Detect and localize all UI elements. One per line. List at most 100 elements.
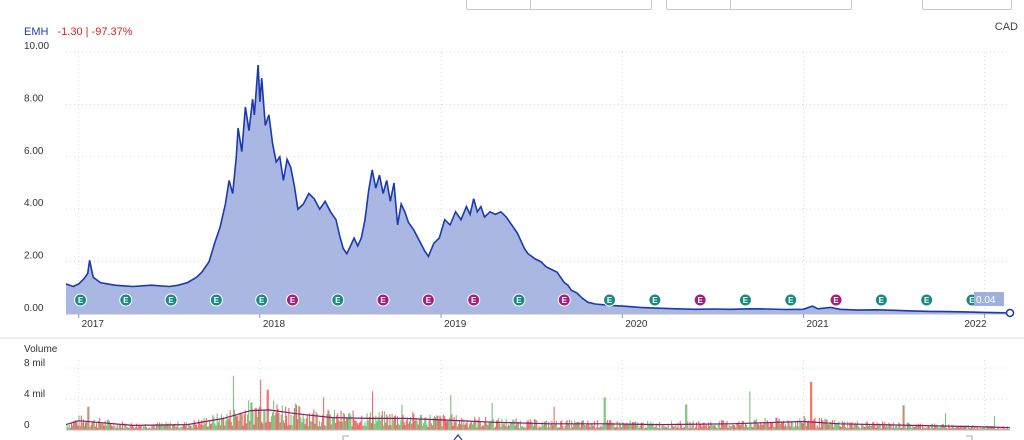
volume-bar [374, 423, 376, 430]
earnings-marker[interactable]: E [73, 293, 87, 307]
volume-bar [228, 418, 230, 430]
volume-bar [731, 424, 733, 430]
volume-bar [847, 421, 849, 430]
interval-select-box[interactable] [922, 0, 1012, 10]
earnings-marker[interactable]: E [557, 293, 571, 307]
earnings-marker-dot[interactable] [73, 293, 87, 307]
volume-bar [790, 421, 792, 430]
earnings-marker-dot[interactable] [209, 293, 223, 307]
volume-bar [305, 418, 307, 430]
volume-bar [99, 418, 101, 430]
earnings-marker[interactable]: E [784, 293, 798, 307]
volume-bar [881, 421, 883, 430]
volume-bar [706, 428, 708, 430]
volume-bar [664, 426, 666, 430]
earnings-marker-dot[interactable] [557, 293, 571, 307]
volume-bar [349, 412, 351, 430]
scroll-handles[interactable] [342, 434, 973, 440]
earnings-marker-dot[interactable] [512, 293, 526, 307]
range-input-box[interactable] [466, 0, 652, 10]
volume-bar [598, 427, 600, 430]
volume-bar [439, 415, 441, 430]
earnings-marker-dot[interactable] [648, 293, 662, 307]
volume-bar [779, 424, 781, 430]
volume-bar [980, 428, 982, 430]
volume-bar [767, 422, 769, 430]
volume-bar [518, 428, 520, 430]
earnings-marker[interactable]: E [693, 293, 707, 307]
earnings-marker-dot[interactable] [467, 293, 481, 307]
earnings-marker[interactable]: E [164, 293, 178, 307]
volume-bar [242, 425, 244, 430]
earnings-marker[interactable]: E [467, 293, 481, 307]
volume-bar [644, 427, 646, 430]
volume-bar [515, 418, 517, 430]
earnings-marker[interactable]: E [376, 293, 390, 307]
volume-bar [316, 413, 318, 430]
volume-bar [897, 427, 899, 430]
earnings-marker[interactable]: E [648, 293, 662, 307]
earnings-marker-dot[interactable] [920, 293, 934, 307]
volume-bar [672, 425, 674, 430]
volume-bar [504, 425, 506, 430]
scroll-right-handle[interactable] [966, 435, 973, 440]
earnings-marker[interactable]: E [285, 293, 299, 307]
volume-bar [251, 402, 253, 430]
earnings-marker-dot[interactable] [874, 293, 888, 307]
earnings-marker[interactable]: E [738, 293, 752, 307]
scroll-center-handle[interactable] [453, 434, 463, 440]
earnings-marker[interactable]: E [512, 293, 526, 307]
earnings-marker-dot[interactable] [784, 293, 798, 307]
volume-bar [324, 425, 326, 430]
earnings-marker-dot[interactable] [376, 293, 390, 307]
earnings-marker[interactable]: E [255, 293, 269, 307]
scroll-left-handle[interactable] [342, 435, 349, 440]
volume-bar [904, 426, 906, 430]
earnings-marker[interactable]: E [119, 293, 133, 307]
volume-bar [758, 424, 760, 430]
volume-bar [738, 421, 740, 430]
range-select-box[interactable] [666, 0, 852, 10]
earnings-marker-dot[interactable] [421, 293, 435, 307]
earnings-marker[interactable]: E [421, 293, 435, 307]
volume-bar [788, 421, 790, 430]
volume-bar [918, 424, 920, 430]
volume-bar [469, 422, 471, 430]
earnings-marker[interactable]: E [829, 293, 843, 307]
volume-bar [319, 426, 321, 430]
earnings-marker-dot[interactable] [255, 293, 269, 307]
volume-bar [155, 424, 157, 430]
volume-bar [74, 422, 76, 430]
volume-bar [635, 421, 637, 430]
volume-bar [815, 427, 817, 430]
earnings-marker-dot[interactable] [693, 293, 707, 307]
earnings-marker[interactable]: E [603, 293, 617, 307]
earnings-marker[interactable]: E [209, 293, 223, 307]
volume-bar [104, 420, 106, 430]
volume-bar [950, 428, 952, 430]
earnings-marker-dot[interactable] [331, 293, 345, 307]
earnings-marker-dot[interactable] [603, 293, 617, 307]
volume-bar [746, 424, 748, 430]
earnings-marker-dot[interactable] [829, 293, 843, 307]
volume-bar [137, 427, 139, 430]
earnings-marker-dot[interactable] [285, 293, 299, 307]
volume-bar [806, 422, 808, 430]
volume-bar [610, 420, 612, 430]
earnings-marker-dot[interactable] [164, 293, 178, 307]
earnings-marker[interactable]: E [920, 293, 934, 307]
volume-bar [344, 421, 346, 430]
volume-bar [800, 422, 802, 430]
volume-bar [157, 425, 159, 430]
volume-bar [704, 425, 706, 430]
volume-bar [402, 414, 404, 430]
volume-bar [478, 417, 480, 430]
earnings-marker[interactable]: E [874, 293, 888, 307]
volume-bar [491, 402, 493, 430]
earnings-marker[interactable]: E [331, 293, 345, 307]
earnings-marker-dot[interactable] [119, 293, 133, 307]
earnings-marker-dot[interactable] [738, 293, 752, 307]
volume-bar [143, 426, 145, 430]
volume-bar [751, 426, 753, 430]
